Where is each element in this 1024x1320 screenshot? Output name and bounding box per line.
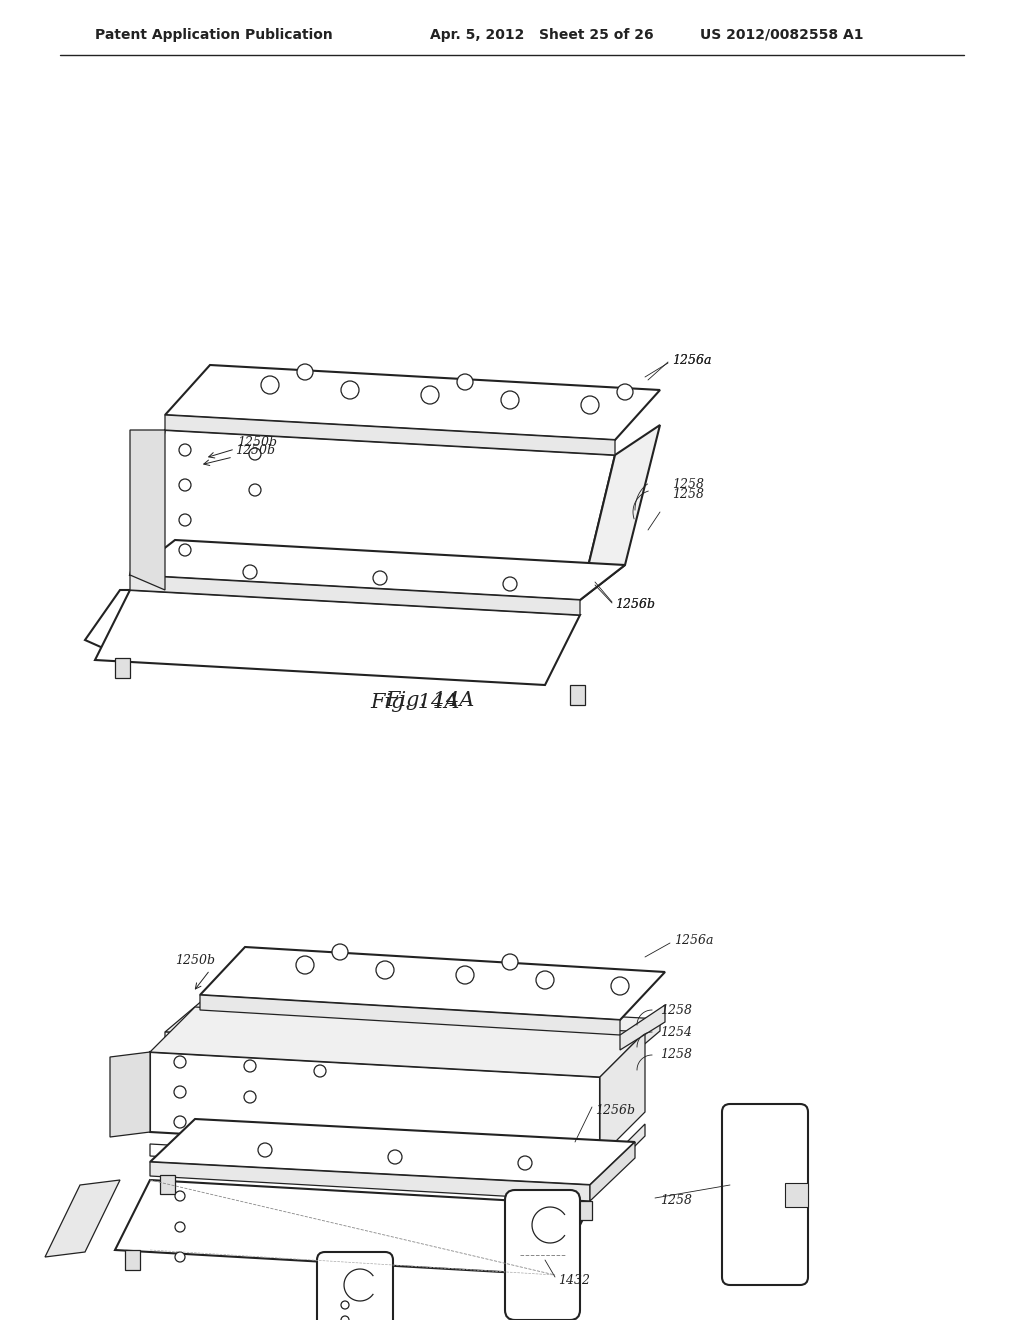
- Circle shape: [249, 447, 261, 459]
- Polygon shape: [590, 1142, 635, 1201]
- Polygon shape: [125, 1250, 140, 1270]
- Circle shape: [332, 944, 348, 960]
- Circle shape: [388, 1150, 402, 1164]
- Polygon shape: [95, 590, 580, 685]
- Text: 1258: 1258: [660, 1048, 692, 1061]
- Circle shape: [297, 364, 313, 380]
- FancyBboxPatch shape: [505, 1191, 580, 1320]
- Circle shape: [581, 396, 599, 414]
- Text: Fig. 14A: Fig. 14A: [385, 690, 475, 710]
- Text: 1258: 1258: [660, 1193, 692, 1206]
- Polygon shape: [785, 1183, 808, 1206]
- Circle shape: [611, 977, 629, 995]
- Polygon shape: [115, 1180, 590, 1275]
- Circle shape: [174, 1115, 186, 1129]
- Text: Apr. 5, 2012   Sheet 25 of 26: Apr. 5, 2012 Sheet 25 of 26: [430, 28, 653, 42]
- Polygon shape: [150, 1119, 635, 1185]
- Text: 1256a: 1256a: [674, 933, 714, 946]
- Text: 1250b: 1250b: [234, 444, 275, 457]
- Polygon shape: [165, 414, 615, 455]
- Circle shape: [175, 1191, 185, 1201]
- Polygon shape: [165, 994, 660, 1057]
- Polygon shape: [575, 1201, 592, 1220]
- FancyBboxPatch shape: [317, 1251, 393, 1320]
- Polygon shape: [730, 1113, 800, 1276]
- Polygon shape: [165, 1032, 615, 1069]
- Polygon shape: [600, 1125, 645, 1181]
- Text: 1250b: 1250b: [175, 953, 215, 966]
- Circle shape: [175, 1251, 185, 1262]
- Polygon shape: [580, 425, 660, 601]
- Text: 1250b: 1250b: [237, 436, 278, 449]
- Circle shape: [373, 572, 387, 585]
- Circle shape: [179, 444, 191, 455]
- Polygon shape: [160, 1175, 175, 1195]
- Polygon shape: [150, 1052, 600, 1158]
- Polygon shape: [150, 1007, 645, 1077]
- Text: Fig. 14A: Fig. 14A: [371, 693, 460, 711]
- Circle shape: [296, 956, 314, 974]
- Circle shape: [341, 1316, 349, 1320]
- Polygon shape: [130, 540, 625, 601]
- Text: US 2012/0082558 A1: US 2012/0082558 A1: [700, 28, 863, 42]
- Polygon shape: [115, 657, 130, 678]
- FancyBboxPatch shape: [722, 1104, 808, 1284]
- Text: 1256b: 1256b: [615, 598, 655, 611]
- Circle shape: [179, 544, 191, 556]
- Circle shape: [179, 479, 191, 491]
- Circle shape: [243, 565, 257, 579]
- Circle shape: [174, 1056, 186, 1068]
- Circle shape: [457, 374, 473, 389]
- Circle shape: [341, 1302, 349, 1309]
- Text: 1258: 1258: [672, 488, 705, 502]
- Text: 1256a: 1256a: [672, 354, 712, 367]
- Circle shape: [314, 1065, 326, 1077]
- Polygon shape: [200, 995, 620, 1035]
- Circle shape: [175, 1222, 185, 1232]
- Circle shape: [421, 385, 439, 404]
- Circle shape: [502, 954, 518, 970]
- Polygon shape: [45, 1180, 120, 1257]
- Polygon shape: [620, 1005, 665, 1049]
- Circle shape: [456, 966, 474, 983]
- Circle shape: [179, 513, 191, 525]
- Polygon shape: [600, 1032, 645, 1158]
- Polygon shape: [150, 1162, 590, 1201]
- Circle shape: [249, 484, 261, 496]
- Polygon shape: [110, 1052, 150, 1137]
- Text: 1256a: 1256a: [672, 354, 712, 367]
- Circle shape: [258, 1143, 272, 1158]
- Circle shape: [261, 376, 279, 393]
- Circle shape: [244, 1060, 256, 1072]
- Circle shape: [617, 384, 633, 400]
- Circle shape: [341, 381, 359, 399]
- Circle shape: [536, 972, 554, 989]
- Text: 1254: 1254: [660, 1026, 692, 1039]
- Circle shape: [174, 1086, 186, 1098]
- Text: 1432: 1432: [558, 1274, 590, 1287]
- Polygon shape: [85, 590, 165, 660]
- Polygon shape: [130, 430, 165, 590]
- Circle shape: [501, 391, 519, 409]
- Polygon shape: [200, 946, 665, 1020]
- Text: 1258: 1258: [660, 1003, 692, 1016]
- Text: 1258: 1258: [672, 479, 705, 491]
- Circle shape: [503, 577, 517, 591]
- Polygon shape: [130, 430, 615, 601]
- Polygon shape: [570, 685, 585, 705]
- Circle shape: [244, 1092, 256, 1104]
- Polygon shape: [130, 576, 580, 615]
- Text: 1256b: 1256b: [595, 1104, 635, 1117]
- Circle shape: [518, 1156, 532, 1170]
- Text: Patent Application Publication: Patent Application Publication: [95, 28, 333, 42]
- Polygon shape: [150, 1144, 600, 1181]
- Text: 1256b: 1256b: [615, 598, 655, 611]
- Polygon shape: [615, 1019, 660, 1069]
- Polygon shape: [165, 366, 660, 440]
- Circle shape: [376, 961, 394, 979]
